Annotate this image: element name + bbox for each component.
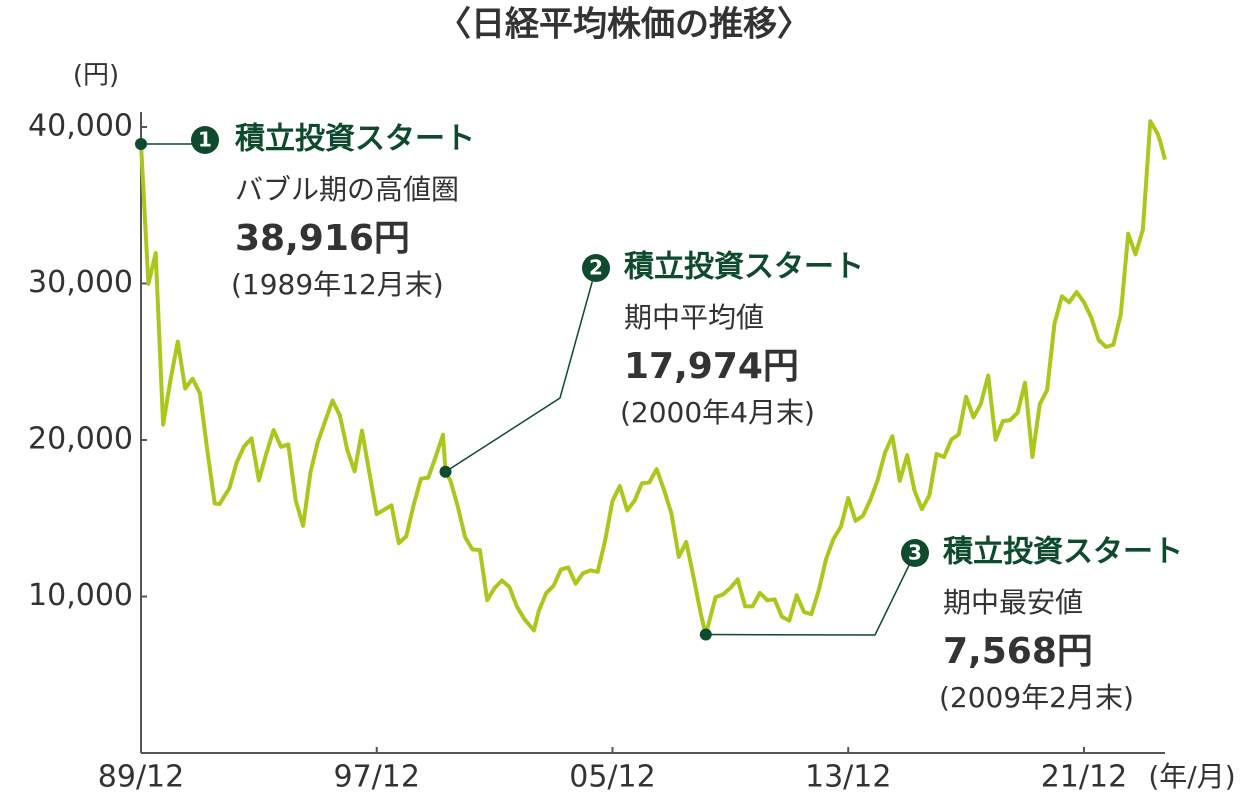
annotation-value: 17,974円 — [624, 346, 799, 387]
y-tick-label: 40,000 — [28, 109, 133, 144]
annotation-heading: 積立投資スタート — [624, 250, 864, 285]
annotation-date: (2009年2月末) — [939, 681, 1134, 714]
annotation-heading: 積立投資スタート — [235, 122, 475, 157]
annotation-text: 期中最安値 — [943, 586, 1083, 619]
annotation-leader — [445, 267, 597, 473]
x-axis-label: (年/月) — [1148, 760, 1235, 793]
annotation-date: (2000年4月末) — [620, 396, 815, 429]
y-tick-label: 20,000 — [28, 422, 133, 457]
annotation-text: バブル期の高値圏 — [235, 173, 459, 206]
annotation-number: 2 — [589, 256, 603, 280]
y-tick-label: 10,000 — [28, 578, 133, 613]
annotation-date: (1989年12月末) — [231, 268, 444, 301]
x-tick-label: 21/12 — [1041, 760, 1127, 795]
annotation-heading: 積立投資スタート — [943, 535, 1183, 570]
annotation-value: 7,568円 — [943, 631, 1093, 672]
annotation-point — [699, 628, 712, 641]
x-tick-label: 05/12 — [569, 760, 655, 795]
y-tick-label: 30,000 — [28, 265, 133, 300]
annotation-leader — [705, 552, 916, 636]
y-axis-label: (円) — [73, 61, 119, 91]
x-tick-label: 13/12 — [805, 760, 891, 795]
annotation-text: 期中平均値 — [624, 301, 764, 334]
annotation-number: 3 — [908, 541, 922, 565]
annotation-number: 1 — [198, 128, 212, 152]
annotation-badge — [191, 126, 219, 154]
annotation-badge — [582, 254, 610, 282]
annotation-point — [135, 137, 147, 150]
x-tick-label: 97/12 — [334, 760, 420, 795]
annotation-point — [439, 465, 452, 478]
series-line — [139, 119, 1167, 637]
annotation-value: 38,916円 — [235, 218, 410, 259]
x-tick-label: 89/12 — [98, 760, 184, 795]
chart-title: 〈日経平均株価の推移〉 — [437, 5, 811, 45]
annotation-badge — [901, 539, 929, 567]
